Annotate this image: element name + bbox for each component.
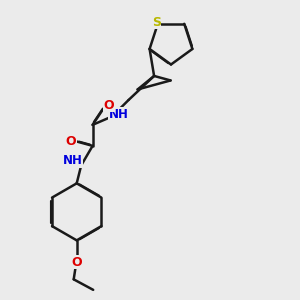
Text: S: S <box>152 16 161 29</box>
Text: O: O <box>104 99 114 112</box>
Text: NH: NH <box>63 154 83 167</box>
Text: O: O <box>65 135 76 148</box>
Text: NH: NH <box>109 108 129 121</box>
Text: O: O <box>72 256 82 269</box>
